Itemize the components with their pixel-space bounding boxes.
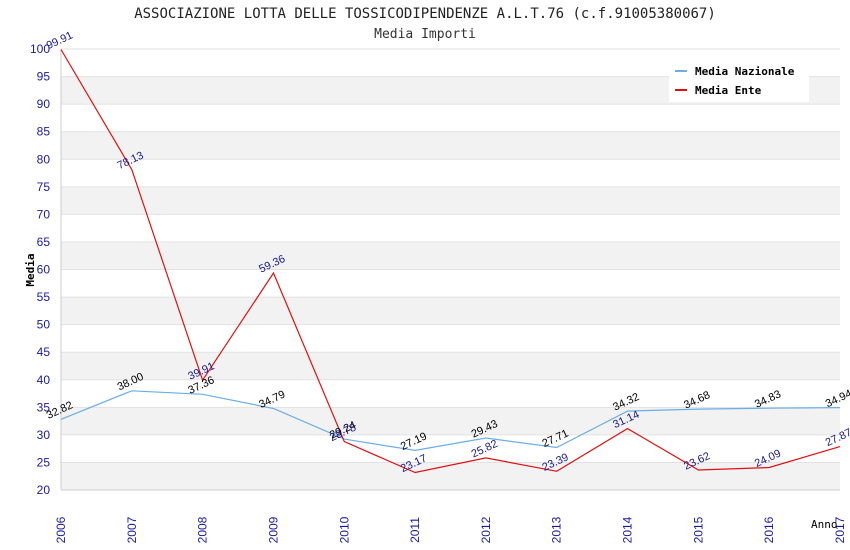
x-tick-label: 2011 [408, 517, 422, 543]
y-tick-label: 90 [37, 97, 51, 111]
y-tick-label: 25 [37, 455, 51, 469]
legend-item-media-nazionale: Media Nazionale [675, 63, 794, 79]
grid-band [61, 186, 840, 215]
x-tick-label: 2016 [762, 516, 776, 543]
x-axis-title: Anno [811, 518, 838, 531]
grid-band [61, 462, 840, 490]
y-tick-label: 80 [37, 152, 51, 166]
y-tick-label: 95 [37, 70, 51, 84]
y-tick-label: 30 [37, 428, 51, 442]
y-tick-label: 85 [37, 125, 51, 139]
chart-subtitle: Media Importi [374, 27, 476, 42]
x-tick-label: 2010 [337, 516, 351, 543]
grid-band [61, 241, 840, 270]
y-tick-label: 40 [37, 373, 51, 387]
y-axis-title: Media [24, 253, 37, 286]
legend-swatch-media-nazionale [675, 70, 687, 72]
x-tick-label: 2008 [196, 516, 210, 543]
grid-band [61, 352, 840, 380]
x-tick-label: 2015 [691, 516, 705, 543]
legend-item-media-ente: Media Ente [675, 82, 761, 98]
x-tick-label: 2013 [550, 516, 564, 543]
y-tick-label: 20 [37, 483, 51, 497]
y-tick-label: 50 [37, 318, 51, 332]
legend-label-media-ente: Media Ente [695, 83, 762, 97]
chart-legend: Media Nazionale Media Ente [669, 60, 809, 102]
y-tick-label: 35 [37, 400, 51, 414]
y-tick-label: 45 [37, 345, 51, 359]
y-tick-label: 60 [37, 263, 51, 277]
series-line-media-ente [60, 49, 841, 474]
x-tick-label: 2012 [479, 516, 493, 543]
legend-swatch-media-ente [675, 89, 687, 91]
y-tick-label: 70 [37, 207, 51, 221]
x-tick-label: 2014 [621, 516, 635, 543]
y-tick-label: 65 [37, 235, 51, 249]
chart-title: ASSOCIAZIONE LOTTA DELLE TOSSICODIPENDEN… [134, 6, 716, 22]
grid-band [61, 297, 840, 325]
x-tick-label: 2009 [266, 516, 280, 543]
y-tick-label: 100 [30, 42, 50, 56]
y-tick-label: 75 [37, 180, 51, 194]
x-tick-label: 2006 [54, 516, 68, 543]
y-tick-label: 55 [37, 290, 51, 304]
x-tick-label: 2017 [833, 516, 847, 543]
series-line-media-nazionale [60, 390, 841, 452]
x-tick-label: 2007 [125, 516, 139, 543]
data-label: 34.94 [824, 388, 850, 411]
grid-band [61, 407, 840, 435]
data-label: 25.82 [470, 438, 500, 461]
grid-band [61, 131, 840, 160]
legend-label-media-nazionale: Media Nazionale [695, 64, 795, 78]
